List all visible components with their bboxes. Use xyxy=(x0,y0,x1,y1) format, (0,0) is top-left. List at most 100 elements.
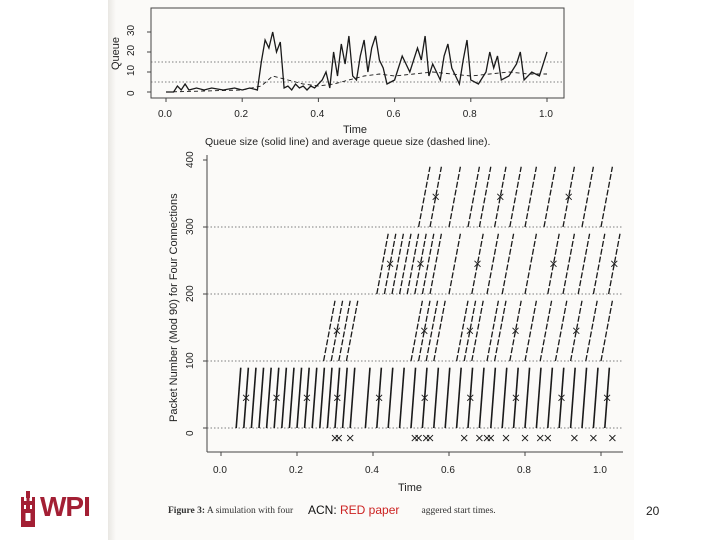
packet-trace-segment xyxy=(349,367,356,429)
packet-trace-segment xyxy=(562,166,576,228)
packet-y-tick-label: 400 xyxy=(185,151,196,168)
wpi-logo: WPI xyxy=(18,489,100,529)
packet-trace-segment xyxy=(524,367,531,429)
dropped-packet-mark xyxy=(544,434,552,442)
packet-drop-mark xyxy=(610,260,618,268)
packet-drop-mark xyxy=(303,394,311,402)
packet-y-tick-label: 200 xyxy=(185,285,196,302)
packet-trace-segment xyxy=(501,367,508,429)
packet-trace-segment xyxy=(383,233,397,295)
dropped-packet-mark xyxy=(426,434,434,442)
packet-drop-mark xyxy=(572,327,580,335)
packet-drop-mark xyxy=(565,193,573,201)
dropped-packet-mark xyxy=(487,434,495,442)
castle-tower-icon xyxy=(21,491,35,527)
packet-trace-segment xyxy=(448,166,462,228)
figure-caption-end: aggered start times. xyxy=(421,506,496,516)
packet-drop-mark xyxy=(466,327,474,335)
packet-drop-mark xyxy=(417,260,424,268)
packet-x-tick-label: 0.4 xyxy=(365,465,379,476)
packet-drop-mark xyxy=(273,394,280,402)
packet-trace-segment xyxy=(330,300,344,362)
packet-trace-segment xyxy=(311,367,318,429)
dropped-packet-mark xyxy=(460,434,468,442)
packet-trace-segment xyxy=(478,166,492,228)
packet-trace-segment xyxy=(607,233,621,295)
packet-trace-segment xyxy=(547,367,554,429)
packet-trace-segment xyxy=(338,300,351,362)
packet-trace-segment xyxy=(398,233,412,295)
packet-drop-mark xyxy=(333,327,341,335)
packet-trace-segment xyxy=(554,300,568,362)
packet-drop-mark xyxy=(603,394,611,402)
packet-trace-segment xyxy=(235,367,242,429)
dropped-packet-mark xyxy=(590,434,597,442)
queue-x-tick-label: 0.0 xyxy=(158,109,172,120)
dropped-packet-mark xyxy=(415,434,422,442)
packet-trace-segment xyxy=(600,300,614,362)
packet-trace-segment xyxy=(281,367,288,429)
queue-x-tick-label: 0.4 xyxy=(310,109,325,120)
queue-size-line xyxy=(166,31,548,93)
queue-plot-frame xyxy=(150,7,565,99)
packet-trace-segment xyxy=(592,367,599,429)
packet-trace-segment xyxy=(429,166,443,228)
packet-x-tick-label: 0.0 xyxy=(213,465,227,476)
packet-drop-mark xyxy=(420,327,428,335)
packet-trace-segment xyxy=(421,233,435,295)
packet-trace-segment xyxy=(444,367,451,429)
packet-y-tick-label: 100 xyxy=(185,352,196,369)
packet-trace-segment xyxy=(592,233,606,295)
packet-trace-segment xyxy=(429,233,443,295)
figure-caption: Figure 3: A simulation with four aggered… xyxy=(168,506,496,516)
packet-trace-segment xyxy=(539,300,553,362)
queue-xlabel: Time xyxy=(343,124,368,136)
packet-trace-segment xyxy=(524,300,538,362)
packet-trace-segment xyxy=(326,367,333,429)
packet-trace-segment xyxy=(535,367,542,429)
packet-trace-segment xyxy=(577,233,591,295)
packet-trace-segment xyxy=(467,166,481,228)
dropped-packet-mark xyxy=(476,434,483,442)
queue-x-tick-label: 0.6 xyxy=(386,109,401,120)
packet-trace-segment xyxy=(410,300,424,362)
packet-trace-segment xyxy=(448,233,462,295)
packet-trace-segment xyxy=(547,233,560,295)
packet-trace-segment xyxy=(414,233,427,295)
average-queue-line xyxy=(165,71,547,93)
packet-trace-segment xyxy=(524,166,538,228)
packet-trace-segment xyxy=(364,367,371,429)
footer-link[interactable]: RED paper xyxy=(340,503,400,517)
packet-trace-segment xyxy=(600,166,614,228)
packet-trace-segment xyxy=(562,233,576,295)
dropped-packet-mark xyxy=(335,434,343,442)
packet-trace-segment xyxy=(417,166,431,228)
packet-trace-segment xyxy=(471,300,484,362)
packet-drop-mark xyxy=(496,193,504,201)
packet-drop-mark xyxy=(512,394,520,402)
packet-trace-segment xyxy=(486,233,500,295)
packet-trace-segment xyxy=(581,367,588,429)
packet-trace-segment xyxy=(391,233,405,295)
packet-trace-segment xyxy=(478,367,485,429)
queue-x-tick-label: 0.8 xyxy=(462,109,477,120)
packet-trace-segment xyxy=(250,367,257,429)
dropped-packet-mark xyxy=(571,434,578,442)
packet-trace-segment xyxy=(296,367,303,429)
packet-trace-segment xyxy=(493,166,507,228)
packet-ylabel: Packet Number (Mod 90) for Four Connecti… xyxy=(168,193,180,422)
packet-drop-mark xyxy=(558,394,565,402)
packet-trace-segment xyxy=(341,367,348,429)
packet-trace-segment xyxy=(345,300,359,362)
dropped-packet-mark xyxy=(609,434,616,442)
packet-trace-segment xyxy=(319,367,326,429)
footer-course: ACN: xyxy=(308,503,341,517)
queue-x-tick-label: 0.2 xyxy=(234,109,249,120)
packet-trace-segment xyxy=(493,300,507,362)
packet-trace-segment xyxy=(581,166,595,228)
packet-drop-mark xyxy=(512,327,519,335)
dropped-packet-mark xyxy=(502,434,510,442)
packet-drop-mark xyxy=(474,260,481,268)
packet-trace-segment xyxy=(433,300,446,362)
